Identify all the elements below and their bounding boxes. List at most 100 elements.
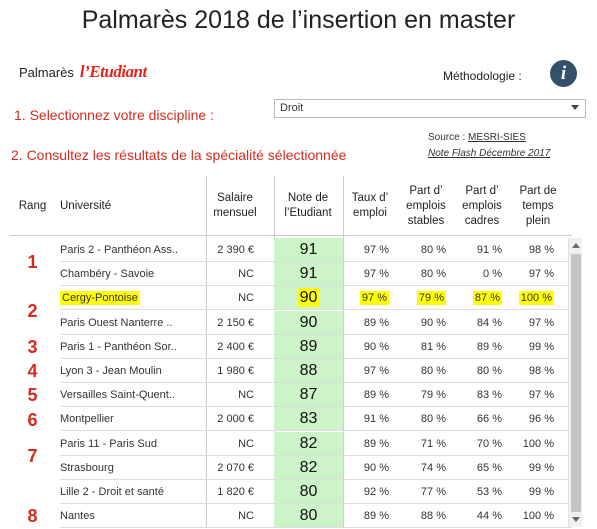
cell-text: Montpellier — [60, 413, 114, 426]
column-divider — [343, 176, 344, 528]
scroll-up-icon[interactable] — [572, 243, 580, 248]
cell-text: Paris 2 - Panthéon Ass.. — [60, 244, 179, 256]
cell-stables: 81 % — [398, 335, 450, 359]
cell-text: 79 % — [416, 291, 446, 306]
table-row[interactable]: Paris 11 - Paris Sud NC 82 89 % 71 % 70 % 100 … — [10, 431, 572, 456]
cell-stables: 80 % — [398, 238, 450, 262]
chevron-down-icon[interactable] — [571, 105, 579, 110]
table-row[interactable]: Chambéry - Savoie NC 91 97 % 80 % 0 % 97 % — [10, 262, 572, 287]
cell-text: 65 % — [476, 461, 502, 474]
cell-text: 66 % — [476, 413, 502, 426]
cell-text: 97 % — [528, 268, 554, 281]
cell-text: 89 % — [363, 437, 389, 450]
cell-text: 91 % — [363, 413, 389, 426]
scrollbar-thumb[interactable] — [571, 254, 581, 512]
table-row[interactable]: Lille 2 - Droit et santé 1 820 € 80 92 % 77 … — [10, 480, 572, 504]
cell-temps-plein: 100 % — [508, 286, 558, 310]
cell-salaire: 2 400 € — [206, 335, 258, 359]
cell-text: 83 — [299, 410, 318, 428]
cell-text: NC — [238, 268, 254, 281]
cell-text: NC — [238, 292, 254, 305]
cell-stables: 74 % — [398, 456, 450, 480]
cell-salaire: NC — [206, 262, 258, 286]
row-divider — [60, 454, 572, 456]
cell-text: NC — [238, 510, 254, 523]
cell-cadres: 65 % — [454, 456, 506, 480]
cell-text: 99 % — [528, 461, 554, 474]
cell-salaire: 1 820 € — [206, 480, 258, 504]
cell-cadres: 70 % — [454, 432, 506, 456]
cell-universite: Paris 2 - Panthéon Ass.. — [60, 238, 202, 262]
cell-cadres: 44 % — [454, 504, 506, 528]
table-row[interactable]: Montpellier 2 000 € 83 91 % 80 % 66 % 96 % — [10, 407, 572, 432]
vertical-scrollbar[interactable] — [568, 238, 582, 527]
cell-note: 82 — [274, 431, 343, 456]
cell-text: 2 400 € — [217, 340, 254, 353]
cell-text: 97 % — [359, 291, 389, 306]
header-rang[interactable]: Rang — [18, 199, 47, 212]
cell-text: 99 % — [528, 340, 554, 353]
cell-text: Cergy-Pontoise — [60, 291, 140, 306]
cell-temps-plein: 97 % — [508, 262, 558, 286]
cell-text: 82 — [299, 434, 318, 452]
rank-label: 6 — [27, 409, 38, 430]
cell-text: 89 % — [363, 510, 389, 523]
row-divider — [60, 503, 572, 504]
header-universite[interactable]: Université — [60, 199, 112, 212]
cell-universite: Lille 2 - Droit et santé — [60, 480, 202, 504]
cell-text: 97 % — [363, 268, 389, 281]
table-header: Rang Université Salaire mensuel Note de … — [10, 176, 572, 236]
scroll-down-icon[interactable] — [572, 517, 580, 522]
cell-text: 87 % — [472, 291, 502, 306]
header-stables[interactable]: Part d’ emplois stables — [406, 184, 446, 227]
row-divider — [60, 478, 572, 480]
note-flash-link[interactable]: Note Flash Décembre 2017 — [428, 148, 551, 159]
cell-text: 100 % — [522, 437, 554, 450]
cell-salaire: 2 070 € — [206, 456, 258, 480]
cell-text: 1 980 € — [217, 365, 254, 377]
cell-text: 96 % — [528, 413, 554, 426]
cell-cadres: 80 % — [454, 359, 506, 383]
source-link[interactable]: MESRI-SIES — [468, 132, 526, 143]
cell-text: 81 % — [420, 340, 446, 353]
cell-text: 91 % — [476, 244, 502, 256]
table-row[interactable]: Paris 2 - Panthéon Ass.. 2 390 € 91 97 % 80 … — [10, 238, 572, 262]
cell-salaire: NC — [206, 286, 258, 310]
table-row[interactable]: Strasbourg 2 070 € 82 90 % 74 % 65 % 99 % — [10, 455, 572, 480]
table-row[interactable]: Nantes NC 80 89 % 88 % 44 % 100 % — [10, 504, 572, 529]
cell-text: 89 % — [363, 316, 389, 329]
cell-temps-plein: 100 % — [508, 432, 558, 456]
cell-salaire: 2 390 € — [206, 238, 258, 262]
table-row[interactable]: Cergy-Pontoise NC 90 97 % 79 % 87 % 100 % — [10, 286, 572, 311]
cell-taux: 89 % — [343, 432, 393, 456]
row-divider — [60, 285, 572, 287]
step2-label: 2. Consultez les résultats de la spécial… — [11, 147, 347, 163]
source-label: Source : — [428, 132, 469, 143]
cell-text: Paris 11 - Paris Sud — [60, 437, 158, 450]
table-row[interactable]: Paris 1 - Panthéon Sor.. 2 400 € 89 90 % 81 … — [10, 334, 572, 359]
rank-label: 8 — [27, 506, 38, 527]
cell-text: NC — [238, 389, 254, 402]
table-row[interactable]: Versailles Saint-Quent.. NC 87 89 % 79 % 83 %… — [10, 383, 572, 408]
cell-taux: 97 % — [343, 262, 393, 286]
cell-text: Nantes — [60, 510, 95, 523]
cell-temps-plein: 97 % — [508, 311, 558, 335]
header-salaire[interactable]: Salaire mensuel — [213, 192, 257, 219]
row-divider — [60, 333, 572, 335]
header-cadres[interactable]: Part d’ emplois cadres — [462, 184, 502, 227]
cell-text: 100 % — [522, 510, 554, 523]
cell-cadres: 89 % — [454, 335, 506, 359]
header-temps-plein[interactable]: Part de temps plein — [519, 184, 557, 227]
cell-cadres: 84 % — [454, 311, 506, 335]
table-row[interactable]: Lyon 3 - Jean Moulin 1 980 € 88 97 % 80 % 80 … — [10, 359, 572, 383]
header-note[interactable]: Note de l’Etudiant — [284, 192, 332, 219]
info-icon[interactable]: i — [550, 60, 577, 87]
cell-cadres: 66 % — [454, 407, 506, 431]
cell-universite: Versailles Saint-Quent.. — [60, 383, 202, 407]
cell-text: 71 % — [420, 437, 446, 450]
letudiant-logo[interactable]: l’Etudiant — [79, 62, 147, 81]
header-taux[interactable]: Taux d’ emploi — [351, 192, 389, 219]
discipline-select[interactable]: Droit — [274, 99, 586, 118]
cell-universite: Nantes — [60, 504, 202, 528]
table-row[interactable]: Paris Ouest Nanterre .. 2 150 € 90 89 % 90 %… — [10, 310, 572, 335]
